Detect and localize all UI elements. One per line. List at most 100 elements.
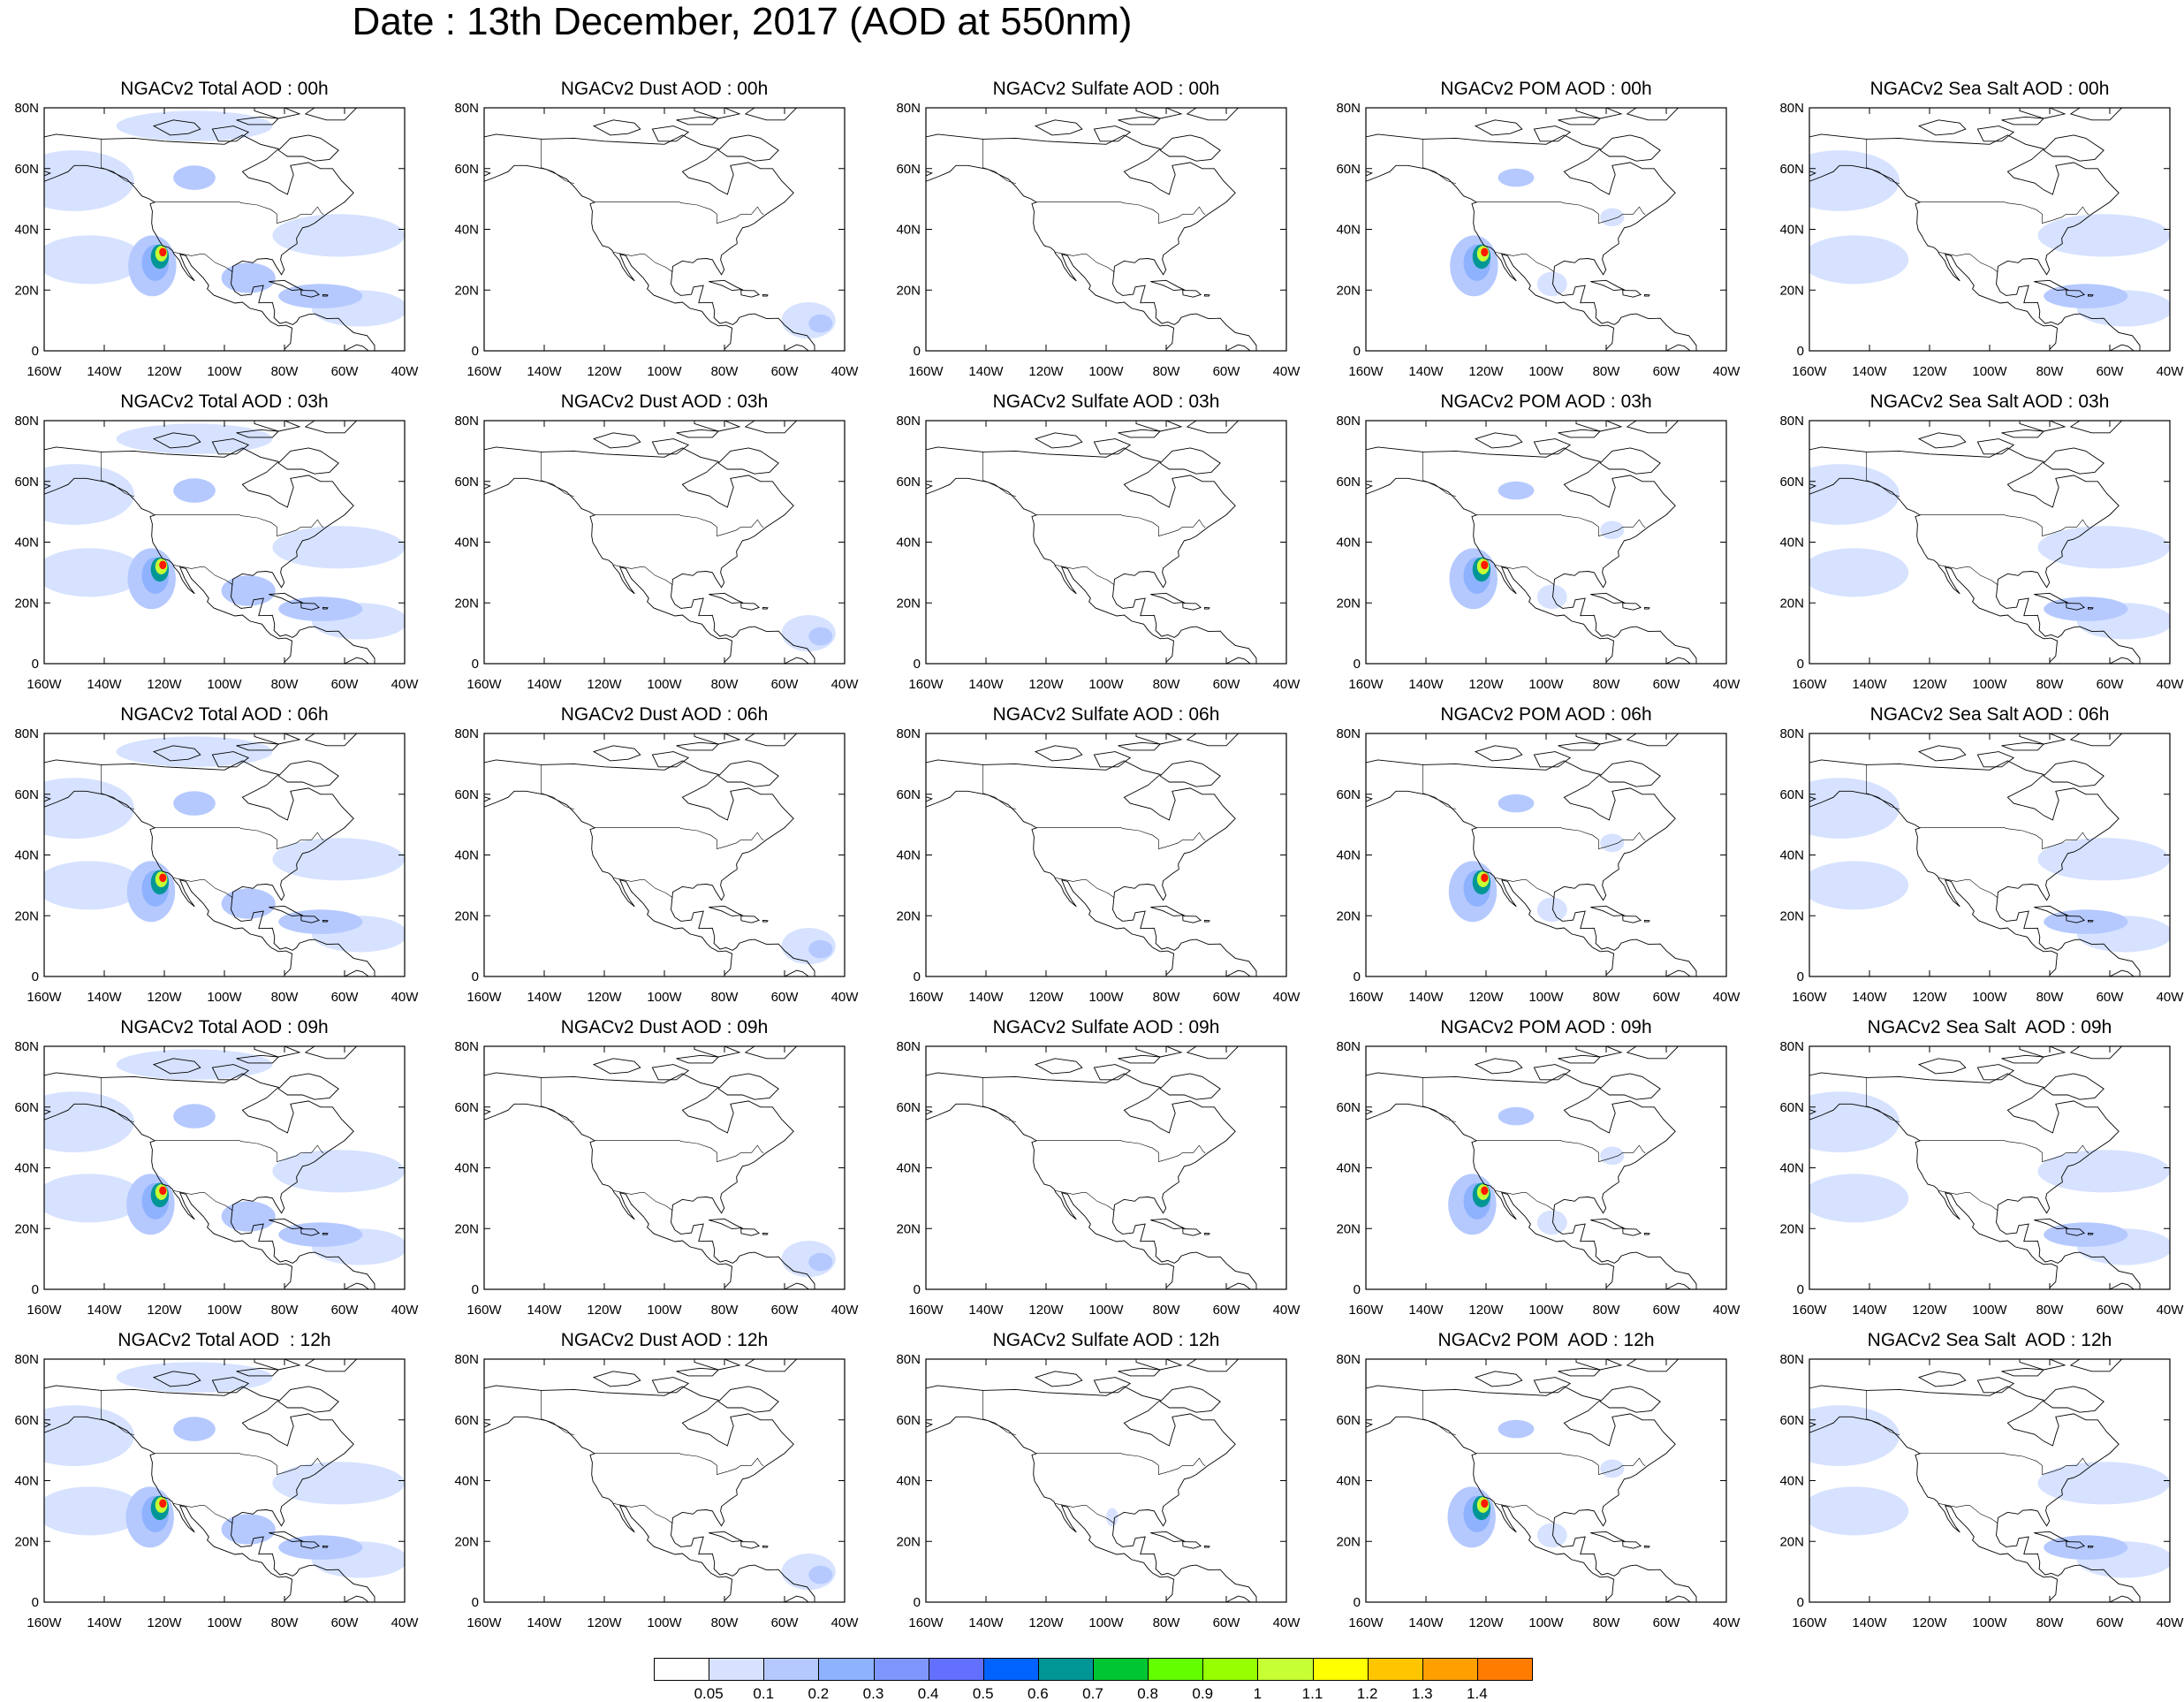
north-america-coastline — [44, 133, 375, 351]
lat-tick-label: 20N — [1779, 908, 1804, 923]
island-coastline — [762, 606, 769, 610]
aod-field-west-atlantic — [2037, 214, 2170, 257]
lon-tick-label: 160W — [466, 1615, 502, 1630]
alaska-canada-border — [982, 1077, 1017, 1123]
alaska-canada-border — [982, 139, 1017, 185]
us-canada-border — [1476, 827, 1646, 849]
us-canada-border — [595, 1140, 764, 1162]
greenland-coastline — [1186, 108, 1239, 121]
aod-field-north-pacific — [1809, 1091, 1900, 1152]
lat-tick-label: 40N — [1336, 1474, 1361, 1489]
us-canada-border — [155, 201, 324, 224]
colorbar-swatch — [763, 1658, 820, 1681]
island-coastline — [676, 1367, 720, 1377]
aod-field-fire-source-core — [159, 1499, 167, 1508]
island-coastline — [1590, 1218, 1626, 1230]
island-coastline — [2066, 603, 2085, 611]
island-coastline — [1533, 1377, 1572, 1394]
north-america-coastline — [1366, 446, 1697, 664]
lon-tick-label: 140W — [1852, 1615, 1887, 1630]
aod-field-canadian-prairie — [173, 478, 216, 503]
island-coastline — [1575, 733, 1623, 745]
coastline — [44, 1359, 375, 1602]
lon-tick-label: 40W — [2157, 364, 2184, 379]
aod-field-north-pacific — [1809, 150, 1900, 211]
island-coastline — [709, 905, 744, 917]
island-coastline — [1118, 1054, 1162, 1064]
lat-tick-label: 60N — [1779, 162, 1804, 177]
alaska-canada-border — [1422, 764, 1457, 810]
coastline — [1366, 733, 1697, 976]
greenland-coastline — [304, 1046, 357, 1060]
lat-tick-label: 40N — [1779, 223, 1804, 238]
north-america-coastline — [1809, 759, 2141, 976]
baffin-island-coastline — [717, 447, 779, 475]
coastline — [44, 108, 375, 351]
lon-tick-label: 160W — [1348, 677, 1384, 692]
panel-title: NGACv2 Dust AOD : 06h — [560, 704, 769, 725]
island-coastline — [762, 919, 769, 923]
us-canada-border — [1476, 201, 1646, 224]
island-coastline — [651, 1377, 690, 1394]
panel-title: NGACv2 POM AOD : 03h — [1440, 391, 1652, 412]
colorbar-swatch — [1476, 1658, 1533, 1681]
lon-tick-label: 80W — [1593, 677, 1621, 692]
aod-field-saharan-dust-core — [808, 314, 833, 333]
aod-field-subtropical-pacific — [1809, 1486, 1909, 1536]
lon-tick-label: 140W — [87, 990, 122, 1005]
lon-tick-label: 80W — [1593, 1303, 1621, 1318]
lat-tick-label: 20N — [454, 908, 479, 923]
baffin-island-coastline — [2043, 134, 2104, 162]
lon-tick-label: 120W — [1468, 364, 1504, 379]
us-mexico-border — [1494, 252, 1555, 273]
map-plot: 160W 140W 120W 100W 80W 60W 40W 0 20N 40N 60N 80N — [1336, 726, 1740, 1005]
lon-tick-label: 80W — [271, 364, 300, 379]
island-coastline — [1474, 432, 1523, 449]
island-coastline — [1533, 751, 1572, 768]
lat-tick-label: 60N — [1779, 1100, 1804, 1115]
lon-tick-label: 140W — [1408, 990, 1444, 1005]
aod-field-north-pacific — [44, 150, 134, 211]
lon-tick-label: 60W — [771, 364, 800, 379]
lon-tick-label: 60W — [331, 677, 360, 692]
lon-tick-label: 160W — [1348, 990, 1384, 1005]
aod-field-caribbean — [2044, 1535, 2128, 1560]
lon-tick-label: 60W — [771, 677, 800, 692]
lon-tick-label: 100W — [1088, 1615, 1124, 1630]
lat-tick-label: 20N — [1336, 596, 1361, 611]
north-america-coastline — [1809, 133, 2141, 351]
north-america-coastline — [44, 446, 375, 664]
island-coastline — [1558, 429, 1602, 438]
aod-field-subtropical-pacific — [44, 548, 144, 597]
lat-tick-label: 40N — [896, 223, 921, 238]
lon-tick-label: 60W — [1213, 1615, 1241, 1630]
alaska-canada-border — [1866, 452, 1900, 498]
us-canada-border — [1476, 514, 1646, 536]
lon-tick-label: 140W — [527, 364, 562, 379]
lon-tick-label: 60W — [331, 1303, 360, 1318]
island-coastline — [322, 293, 329, 297]
aod-field-caribbean — [2044, 596, 2128, 621]
aod-field-subtropical-pacific — [44, 861, 144, 910]
aod-field-pom-east — [1600, 520, 1625, 540]
aod-field-subtropical-pacific — [1809, 1174, 1909, 1223]
lat-tick-label: 40N — [1779, 536, 1804, 551]
map-panel: NGACv2 Total AOD : 12h 160W 140W 120W 100W 80… — [0, 1329, 449, 1634]
island-coastline — [2088, 1545, 2094, 1548]
island-coastline — [1622, 916, 1642, 923]
baffin-island-coastline — [2043, 760, 2104, 787]
lat-tick-label: 60N — [14, 162, 39, 177]
lon-tick-label: 160W — [466, 990, 502, 1005]
map-plot: 160W 140W 120W 100W 80W 60W 40W 0 20N 40N 60N 80N — [896, 1039, 1301, 1318]
aod-field-pom-canada — [1498, 168, 1535, 187]
colorbar-label: 0.4 — [917, 1685, 939, 1702]
colorbar-label: 0.05 — [694, 1685, 724, 1702]
alaska-canada-border — [541, 764, 575, 810]
lon-tick-label: 60W — [2097, 990, 2125, 1005]
panel-title: NGACv2 Dust AOD : 00h — [560, 79, 769, 99]
map-panel: NGACv2 Dust AOD : 03h 160W 140W 120W 100W 80W… — [440, 391, 889, 695]
baffin-island-coastline — [1159, 134, 1221, 162]
lon-tick-label: 80W — [2036, 677, 2065, 692]
lat-tick-label: 0 — [32, 969, 39, 984]
island-coastline — [2066, 916, 2085, 923]
